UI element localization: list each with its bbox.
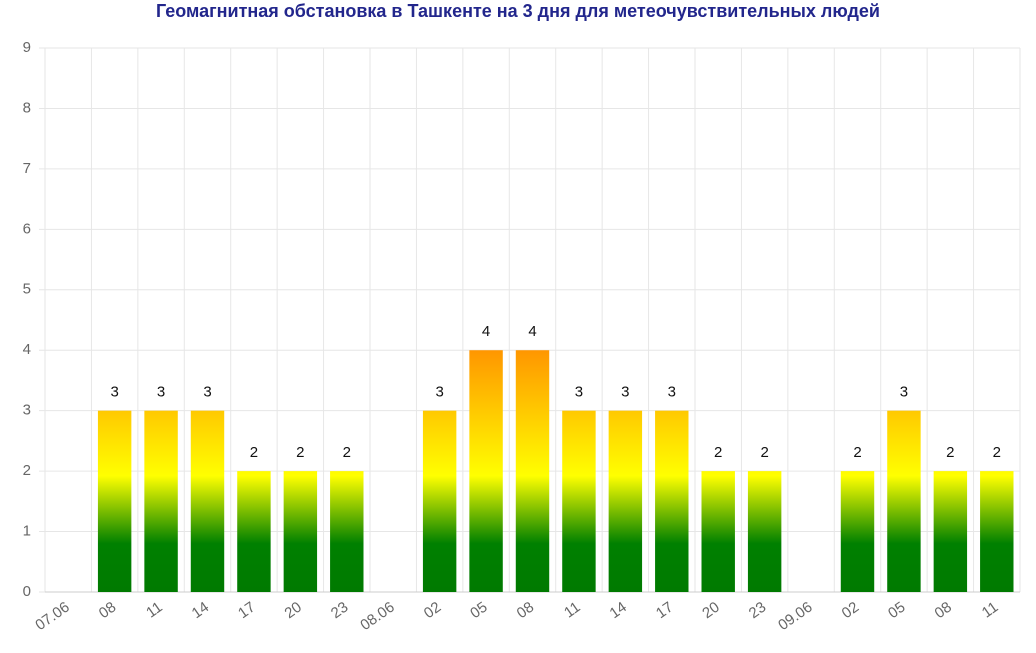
y-tick-label: 7 (23, 160, 31, 177)
x-tick-label: 08 (514, 599, 537, 622)
value-label: 2 (343, 444, 351, 461)
bar (840, 471, 875, 592)
value-label: 3 (157, 384, 165, 401)
x-tick-label: 20 (699, 599, 722, 622)
bar (980, 471, 1014, 592)
value-label: 3 (900, 384, 908, 401)
x-tick-label: 05 (885, 599, 908, 622)
bar (144, 410, 178, 592)
x-tick-label: 02 (421, 599, 444, 622)
y-tick-label: 9 (23, 39, 31, 56)
x-tick-label: 11 (143, 599, 166, 622)
bar (190, 410, 225, 592)
bar (237, 471, 271, 592)
bar (933, 471, 968, 592)
value-label: 4 (528, 323, 536, 340)
value-label: 2 (946, 444, 954, 461)
x-tick-label: 09.06 (775, 599, 816, 634)
x-tick-label: 11 (561, 599, 584, 622)
y-tick-label: 8 (23, 99, 31, 116)
x-tick-label: 08.06 (357, 599, 398, 634)
y-tick-label: 0 (23, 583, 31, 600)
x-tick-label: 23 (328, 599, 351, 622)
bar (97, 410, 132, 592)
bar (655, 410, 689, 592)
bar (422, 410, 457, 592)
x-tick-label: 05 (467, 599, 490, 622)
value-label: 3 (668, 384, 676, 401)
bar (747, 471, 782, 592)
y-tick-label: 1 (23, 523, 31, 540)
x-tick-label: 08 (96, 599, 119, 622)
bar (515, 350, 550, 592)
value-label: 2 (853, 444, 861, 461)
y-tick-label: 6 (23, 220, 31, 237)
bar (330, 471, 364, 592)
y-tick-label: 4 (23, 341, 31, 358)
x-tick-label: 23 (746, 599, 769, 622)
x-tick-label: 11 (979, 599, 1002, 622)
x-tick-label: 14 (189, 599, 212, 622)
x-tick-label: 17 (653, 599, 676, 622)
value-label: 2 (760, 444, 768, 461)
x-tick-label: 02 (839, 599, 862, 622)
value-label: 2 (993, 444, 1001, 461)
bar (283, 471, 318, 592)
bar (701, 471, 735, 592)
value-label: 2 (250, 444, 258, 461)
x-tick-label: 17 (235, 599, 258, 622)
x-tick-label: 20 (282, 599, 305, 622)
bar (562, 410, 596, 592)
bar (887, 410, 921, 592)
y-tick-label: 3 (23, 402, 31, 419)
value-label: 3 (203, 384, 211, 401)
bar (469, 350, 503, 592)
y-tick-label: 2 (23, 462, 31, 479)
x-tick-label: 07.06 (32, 599, 73, 634)
y-tick-label: 5 (23, 281, 31, 298)
value-label: 3 (110, 384, 118, 401)
value-label: 3 (575, 384, 583, 401)
value-label: 4 (482, 323, 490, 340)
value-label: 3 (435, 384, 443, 401)
x-tick-label: 14 (607, 599, 630, 622)
value-label: 3 (621, 384, 629, 401)
chart-title: Геомагнитная обстановка в Ташкенте на 3 … (156, 1, 880, 21)
bar (608, 410, 643, 592)
value-label: 2 (296, 444, 304, 461)
value-label: 2 (714, 444, 722, 461)
x-tick-label: 08 (932, 599, 955, 622)
